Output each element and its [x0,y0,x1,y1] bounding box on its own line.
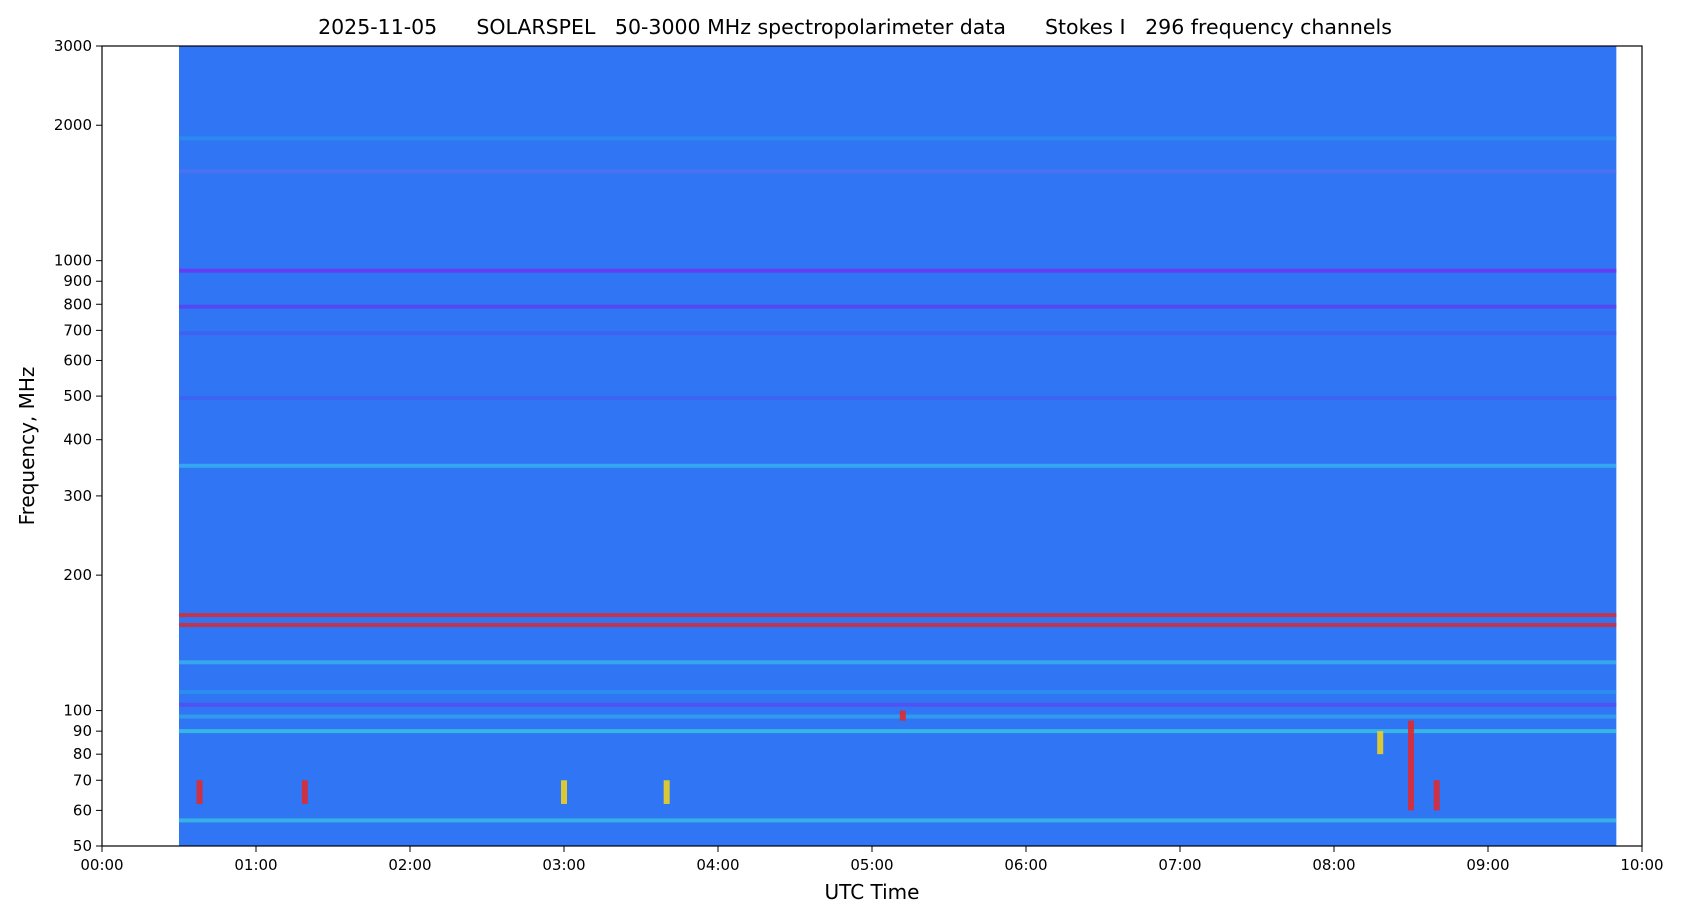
frequency-bands [179,136,1617,823]
x-tick-label: 05:00 [850,856,893,874]
y-tick-label: 50 [73,837,92,855]
band-12 [179,714,1617,719]
band-11 [179,702,1617,707]
band-0 [179,136,1617,141]
y-tick-label: 200 [63,566,92,584]
x-tick-label: 08:00 [1312,856,1355,874]
band-14 [179,818,1617,823]
y-tick-label: 800 [63,295,92,313]
x-tick-label: 00:00 [80,856,123,874]
burst-6 [1408,720,1414,811]
y-tick-label: 2000 [54,116,92,134]
burst-7 [1433,780,1440,811]
y-tick-label: 600 [63,351,92,369]
burst-2 [561,780,567,804]
x-axis-ticks: 00:00 01:00 02:00 03:00 04:00 05:00 06:00 07:00… [80,846,1664,874]
band-10 [179,689,1617,694]
y-tick-label: 100 [63,702,92,720]
band-2 [179,268,1617,273]
band-6 [179,463,1617,468]
y-axis-label: Frequency, MHz [15,367,39,526]
y-tick-label: 500 [63,387,92,405]
burst-3 [663,780,670,804]
y-tick-label: 70 [73,771,92,789]
band-13 [179,729,1617,734]
radio-bursts [196,710,1440,811]
burst-0 [196,780,203,804]
y-tick-label: 90 [73,722,92,740]
heatmap-background [179,46,1617,846]
x-tick-label: 02:00 [388,856,431,874]
burst-4 [899,710,906,721]
burst-5 [1377,731,1384,755]
burst-1 [301,780,308,804]
band-1 [179,169,1617,174]
y-tick-label: 60 [73,801,92,819]
x-axis-label: UTC Time [825,880,920,904]
band-3 [179,304,1617,309]
x-tick-label: 10:00 [1620,856,1663,874]
plot-area [179,46,1617,846]
x-tick-label: 09:00 [1466,856,1509,874]
y-tick-label: 400 [63,431,92,449]
y-tick-label: 80 [73,745,92,763]
x-tick-label: 07:00 [1158,856,1201,874]
x-tick-label: 04:00 [696,856,739,874]
y-axis-ticks: 3000 2000 1000 900 800 700 600 500 400 300 200 100 9… [54,37,102,855]
band-9 [179,660,1617,665]
y-tick-label: 3000 [54,37,92,55]
band-8 [179,622,1617,627]
chart-title: 2025-11-05 SOLARSPEL 50-3000 MHz spectro… [318,15,1392,39]
x-tick-label: 06:00 [1004,856,1047,874]
band-5 [179,396,1617,401]
y-tick-label: 900 [63,272,92,290]
band-7 [179,613,1617,618]
y-tick-label: 700 [63,321,92,339]
y-tick-label: 300 [63,487,92,505]
band-4 [179,331,1617,336]
x-tick-label: 01:00 [234,856,277,874]
y-tick-label: 1000 [54,252,92,270]
x-tick-label: 03:00 [542,856,585,874]
